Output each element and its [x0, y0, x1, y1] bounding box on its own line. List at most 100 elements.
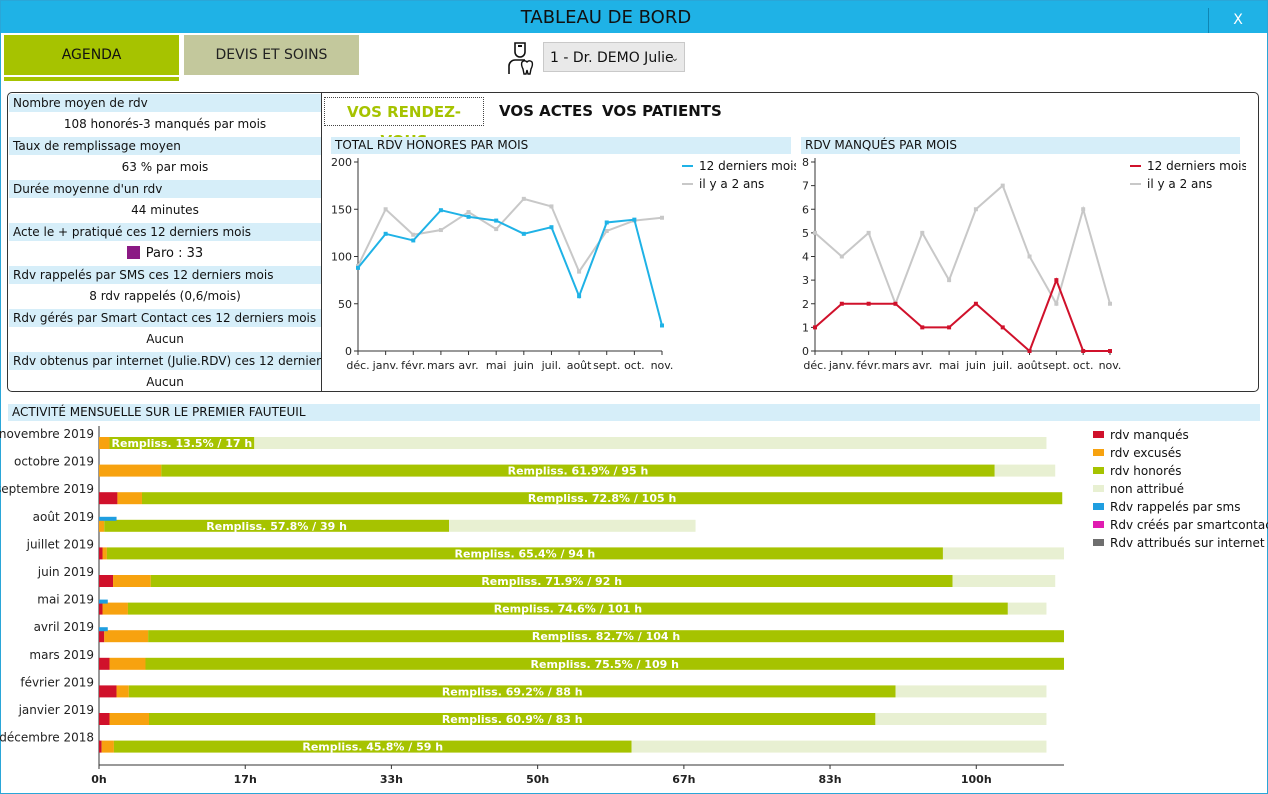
bar-segment-sms — [99, 516, 117, 521]
stat-item: Taux de remplissage moyen 63 % par mois — [9, 137, 321, 180]
bar-segment — [109, 657, 146, 670]
legend-label: il y a 2 ans — [699, 177, 764, 191]
bar-segment-sms — [99, 627, 108, 632]
legend-swatch — [1093, 449, 1104, 456]
bar-segment — [113, 575, 151, 587]
data-point — [632, 217, 637, 222]
x-tick-label: janv. — [372, 359, 399, 372]
y-tick-label: 4 — [802, 251, 809, 264]
legend-label: Rdv attribués sur internet — [1110, 536, 1265, 550]
legend-swatch — [1093, 503, 1104, 510]
stat-label: Durée moyenne d'un rdv — [9, 180, 321, 198]
bar-segment — [128, 685, 896, 698]
row-label: septembre 2019 — [0, 482, 94, 496]
row-label: novembre 2019 — [0, 427, 94, 441]
x-tick-label: févr. — [401, 359, 425, 372]
legend-label: il y a 2 ans — [1147, 177, 1212, 191]
x-tick-label: avr. — [458, 359, 478, 372]
data-point — [920, 230, 925, 235]
bar-segment — [116, 685, 129, 698]
x-tick-label: sept. — [593, 359, 620, 372]
row-label: décembre 2018 — [0, 731, 94, 745]
stat-label: Acte le + pratiqué ces 12 derniers mois — [9, 223, 321, 241]
row-label: octobre 2019 — [14, 455, 94, 469]
y-tick-label: 0 — [802, 345, 809, 358]
bar-label: Rempliss. 74.6% / 101 h — [494, 603, 642, 616]
stats-panel — [7, 92, 1259, 392]
y-tick-label: 150 — [331, 203, 352, 216]
row-label: août 2019 — [33, 510, 94, 524]
data-point — [866, 230, 871, 235]
stat-item: Rdv gérés par Smart Contact ces 12 derni… — [9, 309, 321, 352]
row-label: juillet 2019 — [26, 537, 94, 551]
legend-swatch — [1093, 539, 1104, 546]
practitioner-select[interactable]: 1 - Dr. DEMO Julie ⌄ — [543, 42, 685, 72]
series-line — [814, 183, 1111, 307]
legend-label: rdv excusés — [1110, 446, 1182, 460]
stat-item: Durée moyenne d'un rdv 44 minutes — [9, 180, 321, 223]
x-tick-label: mars — [427, 359, 455, 372]
legend-item: rdv honorés — [1093, 462, 1268, 480]
bar-segment — [99, 492, 118, 505]
devis-soins-button[interactable]: DEVIS ET SOINS — [184, 35, 359, 75]
legend-label: non attribué — [1110, 482, 1185, 496]
dentist-icon — [508, 42, 534, 75]
bar-segment — [127, 602, 1008, 615]
bar-segment — [99, 464, 162, 477]
legend-swatch — [1093, 485, 1104, 492]
bar-segment — [99, 630, 105, 643]
data-point — [1054, 278, 1059, 283]
bar-segment — [952, 575, 1056, 587]
row-label: février 2019 — [20, 675, 94, 689]
bar-segment — [254, 437, 1047, 449]
bar-label: Rempliss. 45.8% / 59 h — [302, 741, 443, 754]
bar-segment — [99, 519, 105, 532]
data-point — [1027, 349, 1032, 353]
title-bar: TABLEAU DE BORD X — [1, 1, 1267, 33]
data-point — [521, 196, 526, 201]
stat-value: Paro : 33 — [145, 246, 204, 261]
y-tick-label: 1 — [802, 321, 809, 334]
bar-segment — [895, 685, 1047, 698]
stat-label: Rdv obtenus par internet (Julie.RDV) ces… — [9, 352, 321, 370]
legend-label: Rdv rappelés par sms — [1110, 500, 1241, 514]
legend-item: Rdv rappelés par sms — [1093, 498, 1268, 516]
series-line — [357, 197, 663, 274]
x-tick-label: 50h — [526, 773, 549, 786]
x-tick-label: oct. — [1073, 359, 1094, 372]
stat-value: 8 rdv rappelés (0,6/mois) — [89, 289, 241, 303]
stat-value: 44 minutes — [131, 203, 199, 217]
x-tick-label: août — [1017, 359, 1042, 372]
legend-label: 12 derniers mois — [1147, 159, 1246, 173]
data-point — [521, 231, 526, 236]
bar-segment — [99, 657, 110, 670]
data-point — [494, 227, 499, 232]
data-point — [383, 231, 388, 236]
bar-label: Rempliss. 69.2% / 88 h — [442, 685, 583, 698]
bar-segment — [101, 740, 114, 753]
x-tick-label: nov. — [651, 359, 674, 372]
legend-item: rdv manqués — [1093, 426, 1268, 444]
tab-vos-actes[interactable]: VOS ACTES — [499, 102, 594, 120]
data-point — [660, 215, 664, 220]
data-point — [411, 238, 416, 243]
bar-label: Rempliss. 75.5% / 109 h — [531, 658, 679, 671]
stat-value: Aucun — [146, 332, 184, 346]
stat-label: Rdv gérés par Smart Contact ces 12 derni… — [9, 309, 321, 327]
tab-vos-patients[interactable]: VOS PATIENTS — [602, 102, 722, 120]
data-point — [1000, 183, 1005, 188]
data-point — [973, 207, 978, 212]
bar-segment — [99, 740, 102, 753]
agenda-button[interactable]: AGENDA — [4, 35, 179, 75]
data-point — [604, 220, 609, 225]
tab-vos-rendez-vous[interactable]: VOS RENDEZ-VOUS — [324, 97, 484, 150]
bar-segment — [994, 464, 1056, 477]
bar-segment — [942, 547, 1064, 560]
bar-segment — [875, 713, 1047, 725]
close-button[interactable]: X — [1208, 8, 1267, 33]
bar-segment — [102, 547, 107, 560]
bar-label: Rempliss. 65.4% / 94 h — [455, 547, 596, 560]
legend-item: Rdv créés par smartcontact — [1093, 516, 1268, 534]
x-tick-label: nov. — [1099, 359, 1122, 372]
